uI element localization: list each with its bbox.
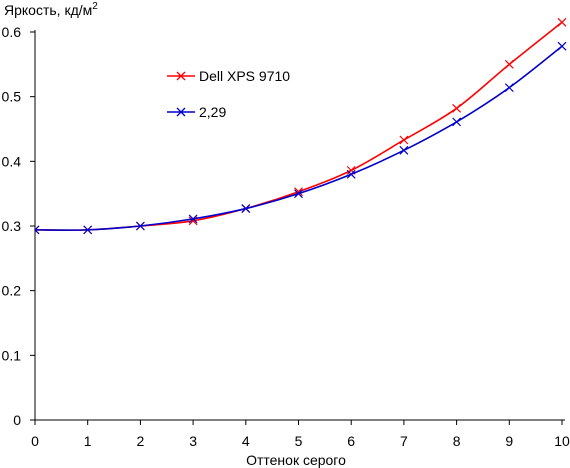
y-tick-label: 0.5 [2, 89, 22, 105]
y-tick-label: 0.2 [2, 283, 22, 299]
legend-label-0: Dell XPS 9710 [199, 68, 290, 84]
x-tick-label: 2 [137, 433, 145, 449]
x-tick-label: 1 [84, 433, 92, 449]
y-axis-title: Яркость, кд/м2 [4, 1, 98, 18]
series-0-point [557, 17, 567, 27]
series-1-point [83, 225, 93, 235]
x-tick-label: 7 [400, 433, 408, 449]
x-tick-label: 0 [31, 433, 39, 449]
series-1-point [188, 214, 198, 224]
legend: Dell XPS 9710 2,29 [167, 68, 290, 120]
x-tick-label: 6 [347, 433, 355, 449]
series-line-0 [35, 21, 563, 231]
legend-item-1: 2,29 [167, 104, 226, 120]
series-1-point [557, 41, 567, 51]
x-axis-title: Оттенок серого [246, 452, 346, 468]
y-axis-title-superscript: 2 [92, 1, 98, 12]
series-line-1 [35, 45, 563, 231]
y-tick-label: 0 [13, 412, 21, 428]
series-0-point [399, 135, 409, 145]
x-tick-group: 0 1 2 3 4 5 6 7 8 9 10 [31, 420, 570, 449]
x-tick-label: 4 [242, 433, 250, 449]
x-tick-label: 10 [554, 433, 570, 449]
legend-item-0: Dell XPS 9710 [167, 68, 290, 84]
y-tick-group: 0 0.1 0.2 0.3 0.4 0.5 0.6 [2, 24, 35, 428]
legend-marker-0 [176, 71, 186, 81]
legend-marker-1 [176, 107, 186, 117]
series-1-point [504, 83, 514, 93]
series-1-point [399, 145, 409, 155]
y-tick-label: 0.3 [2, 218, 22, 234]
x-tick-label: 3 [189, 433, 197, 449]
series-0-point [504, 59, 514, 69]
y-tick-label: 0.1 [2, 347, 22, 363]
series-1-point [346, 169, 356, 179]
y-tick-label: 0.6 [2, 24, 22, 40]
series-1-point [135, 221, 145, 231]
x-tick-label: 9 [505, 433, 513, 449]
y-tick-label: 0.4 [2, 153, 22, 169]
x-tick-label: 8 [453, 433, 461, 449]
series-1-point [241, 204, 251, 213]
series-1-point [35, 225, 40, 235]
series-layer [35, 17, 567, 235]
series-0-point [452, 103, 462, 113]
series-1-point [294, 189, 303, 199]
legend-label-1: 2,29 [199, 104, 226, 120]
x-tick-label: 5 [295, 433, 303, 449]
series-1-point [452, 117, 462, 127]
y-axis-title-text: Яркость, кд/м [4, 2, 92, 18]
